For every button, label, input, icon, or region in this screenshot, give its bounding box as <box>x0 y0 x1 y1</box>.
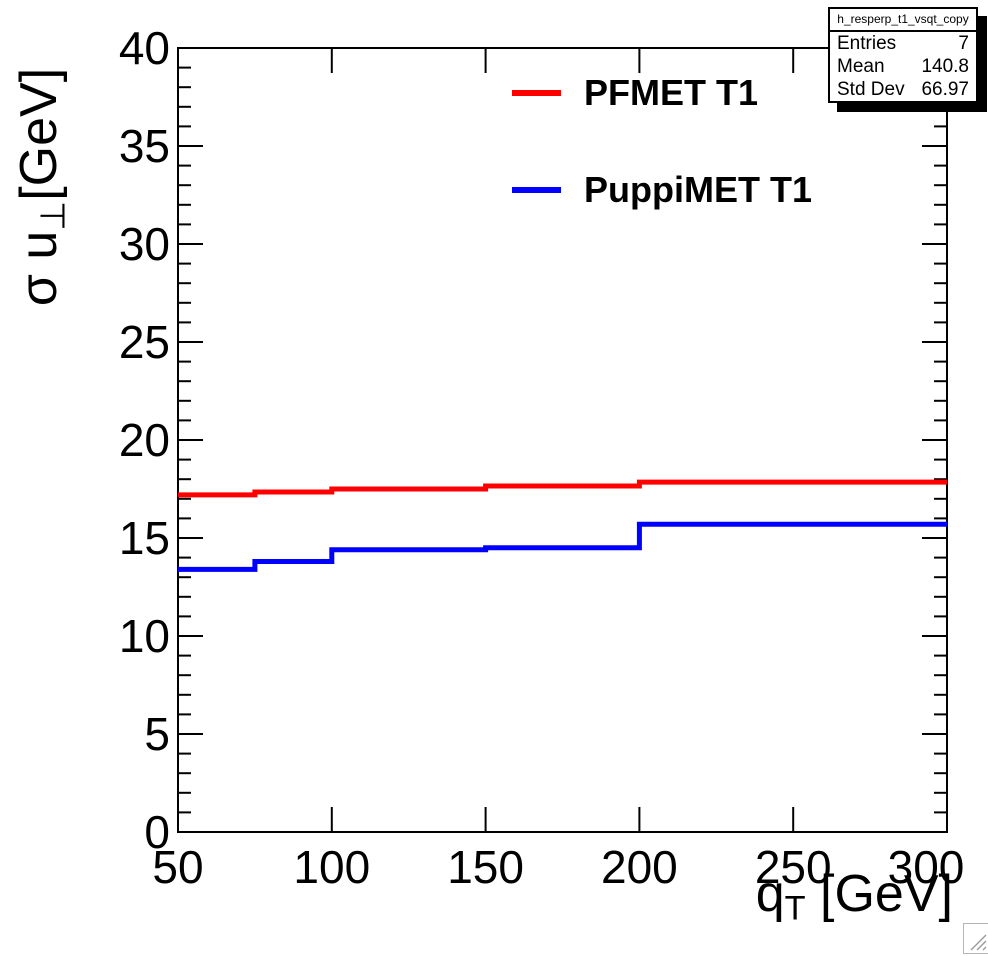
y-tick-label: 10 <box>118 610 170 662</box>
x-tick-label: 200 <box>601 841 678 893</box>
x-tick-label: 150 <box>447 841 524 893</box>
series-line-1 <box>178 521 947 572</box>
y-axis-title-subscript: ⊥ <box>34 200 73 231</box>
stats-label: Entries <box>837 33 897 54</box>
stats-value: 140.8 <box>921 56 969 77</box>
y-axis-title: σ u⊥[GeV] <box>9 27 73 347</box>
x-axis-title-units: [GeV] <box>805 865 953 923</box>
stats-value: 66.97 <box>921 79 969 100</box>
y-axis-title-units: [GeV] <box>10 67 68 201</box>
y-tick-label: 5 <box>144 708 170 760</box>
y-axis-title-text: σ u <box>10 230 68 307</box>
stats-row-mean: Mean 140.8 <box>830 55 976 78</box>
legend-label: PFMET T1 <box>584 71 759 113</box>
y-tick-label: 40 <box>118 22 170 74</box>
stats-row-entries: Entries 7 <box>830 32 976 55</box>
y-tick-label: 35 <box>118 120 170 172</box>
legend[interactable]: PFMET T1 PuppiMET T1 <box>512 44 812 238</box>
legend-entry-1: PuppiMET T1 <box>512 141 812 238</box>
legend-label: PuppiMET T1 <box>584 168 812 210</box>
y-tick-label: 25 <box>118 316 170 368</box>
stats-box[interactable]: h_resperp_t1_vsqt_copy Entries 7 Mean 14… <box>828 7 978 103</box>
stats-label: Std Dev <box>837 79 905 100</box>
y-tick-label: 20 <box>118 414 170 466</box>
x-tick-label: 300 <box>887 841 965 893</box>
x-tick-label: 100 <box>293 841 371 893</box>
legend-entry-0: PFMET T1 <box>512 44 812 141</box>
x-tick-label: 50 <box>152 841 204 893</box>
stats-box-title: h_resperp_t1_vsqt_copy <box>830 9 976 32</box>
x-axis-title-subscript: T <box>784 889 806 928</box>
x-tick-label: 250 <box>754 841 832 893</box>
stats-value: 7 <box>958 33 969 54</box>
stats-label: Mean <box>837 56 885 77</box>
legend-line-swatch <box>512 89 561 96</box>
x-axis-title: qT [GeV] <box>728 864 953 934</box>
resize-grip-icon[interactable] <box>963 923 988 954</box>
x-axis-title-text: q <box>755 865 785 923</box>
stats-row-stddev: Std Dev 66.97 <box>830 78 976 101</box>
y-tick-label: 30 <box>118 218 170 270</box>
y-tick-label: 0 <box>144 806 170 858</box>
y-tick-label: 15 <box>118 512 170 564</box>
series-line-0 <box>178 479 947 498</box>
legend-line-swatch <box>512 186 561 193</box>
